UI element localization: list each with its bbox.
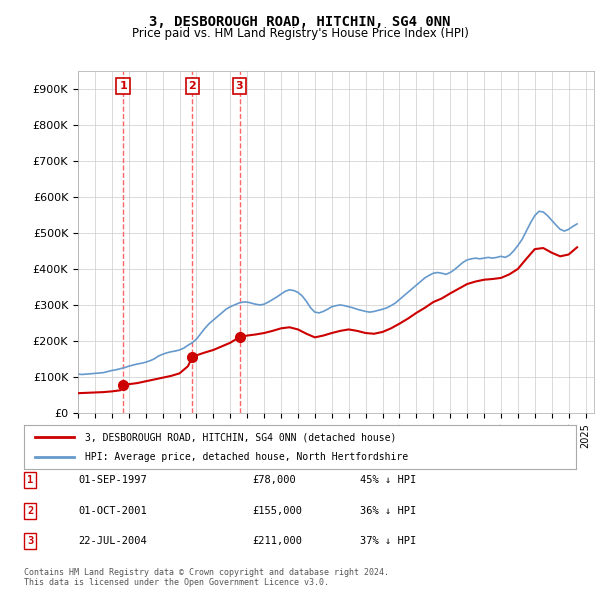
Text: 3, DESBOROUGH ROAD, HITCHIN, SG4 0NN (detached house): 3, DESBOROUGH ROAD, HITCHIN, SG4 0NN (de… xyxy=(85,432,396,442)
Text: Contains HM Land Registry data © Crown copyright and database right 2024.
This d: Contains HM Land Registry data © Crown c… xyxy=(24,568,389,587)
Text: 2: 2 xyxy=(188,81,196,91)
Text: 3: 3 xyxy=(27,536,33,546)
Text: 2: 2 xyxy=(27,506,33,516)
Text: Price paid vs. HM Land Registry's House Price Index (HPI): Price paid vs. HM Land Registry's House … xyxy=(131,27,469,40)
Text: 22-JUL-2004: 22-JUL-2004 xyxy=(78,536,147,546)
Text: 36% ↓ HPI: 36% ↓ HPI xyxy=(360,506,416,516)
Text: 01-OCT-2001: 01-OCT-2001 xyxy=(78,506,147,516)
Text: 3, DESBOROUGH ROAD, HITCHIN, SG4 0NN: 3, DESBOROUGH ROAD, HITCHIN, SG4 0NN xyxy=(149,15,451,29)
Text: 01-SEP-1997: 01-SEP-1997 xyxy=(78,475,147,485)
Text: 1: 1 xyxy=(27,475,33,485)
Text: £211,000: £211,000 xyxy=(252,536,302,546)
Text: HPI: Average price, detached house, North Hertfordshire: HPI: Average price, detached house, Nort… xyxy=(85,452,408,461)
Text: £155,000: £155,000 xyxy=(252,506,302,516)
Text: 3: 3 xyxy=(236,81,244,91)
Text: 1: 1 xyxy=(119,81,127,91)
Text: £78,000: £78,000 xyxy=(252,475,296,485)
Text: 37% ↓ HPI: 37% ↓ HPI xyxy=(360,536,416,546)
Text: 45% ↓ HPI: 45% ↓ HPI xyxy=(360,475,416,485)
